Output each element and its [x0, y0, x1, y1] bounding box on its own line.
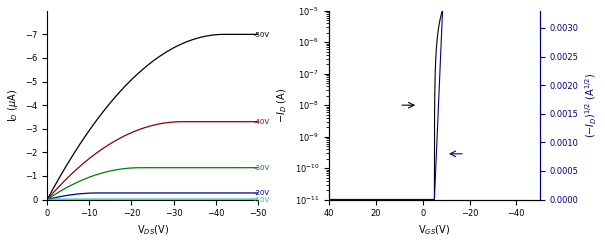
Text: -40V: -40V: [253, 119, 270, 125]
Text: -50V: -50V: [253, 32, 270, 38]
Text: -10V: -10V: [253, 197, 270, 203]
Y-axis label: $-I_D$ (A): $-I_D$ (A): [275, 88, 289, 123]
Text: -20V: -20V: [253, 191, 270, 197]
Text: -30V: -30V: [253, 165, 270, 171]
X-axis label: V$_{DS}$(V): V$_{DS}$(V): [137, 224, 169, 237]
Y-axis label: ($-I_D$)$^{1/2}$ (A$^{1/2}$): ($-I_D$)$^{1/2}$ (A$^{1/2}$): [584, 73, 600, 138]
Y-axis label: I$_D$ ($\mu$A): I$_D$ ($\mu$A): [5, 88, 19, 122]
X-axis label: V$_{GS}$(V): V$_{GS}$(V): [419, 224, 451, 237]
